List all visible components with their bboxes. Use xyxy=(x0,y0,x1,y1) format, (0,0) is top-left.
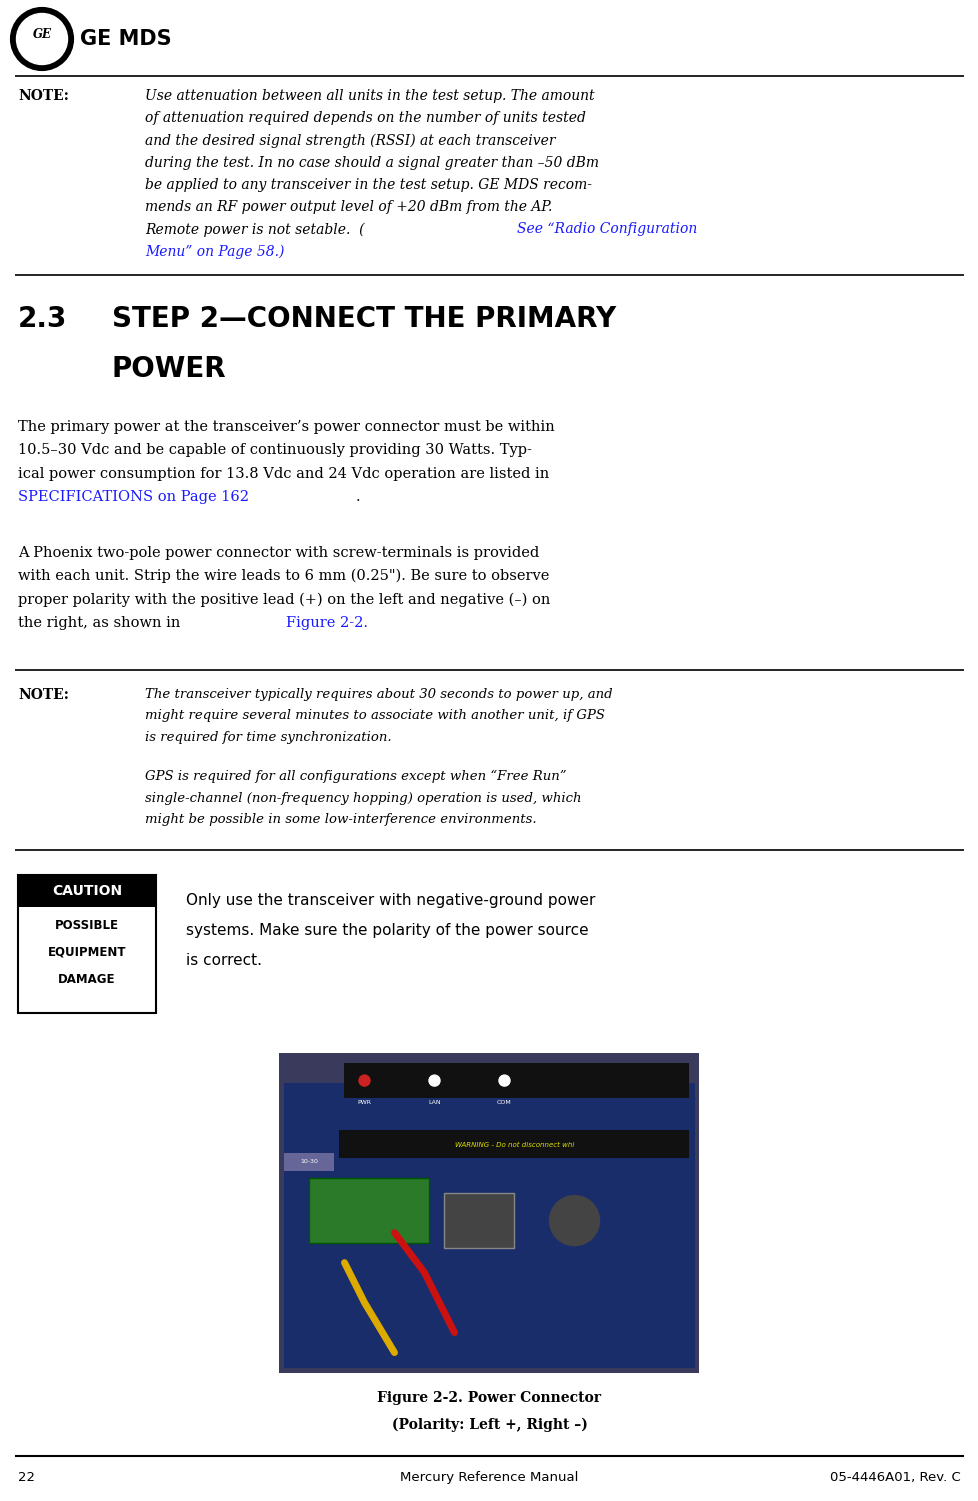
Bar xyxy=(18,875,156,1013)
Text: 10.5–30 Vdc and be capable of continuously providing 30 Watts. Typ-: 10.5–30 Vdc and be capable of continuous… xyxy=(18,443,531,458)
Text: 2.3: 2.3 xyxy=(18,305,67,333)
Bar xyxy=(285,1153,334,1171)
Text: See “Radio Configuration: See “Radio Configuration xyxy=(516,222,696,236)
Circle shape xyxy=(499,1075,510,1087)
Text: NOTE:: NOTE: xyxy=(18,687,68,701)
Text: GE: GE xyxy=(32,27,52,41)
Text: Figure 2-2. Power Connector: Figure 2-2. Power Connector xyxy=(378,1390,600,1405)
Text: The primary power at the transceiver’s power connector must be within: The primary power at the transceiver’s p… xyxy=(18,420,555,434)
Text: mends an RF power output level of +20 dBm from the AP.: mends an RF power output level of +20 dB… xyxy=(145,200,552,215)
Text: the right, as shown in: the right, as shown in xyxy=(18,615,185,630)
Text: POWER: POWER xyxy=(111,354,226,383)
Text: A Phoenix two-pole power connector with screw-terminals is provided: A Phoenix two-pole power connector with … xyxy=(18,545,539,560)
Text: (Polarity: Left +, Right –): (Polarity: Left +, Right –) xyxy=(391,1417,587,1432)
Text: proper polarity with the positive lead (+) on the left and negative (–) on: proper polarity with the positive lead (… xyxy=(18,593,550,606)
Text: Use attenuation between all units in the test setup. The amount: Use attenuation between all units in the… xyxy=(145,89,594,104)
Text: CAUTION: CAUTION xyxy=(52,884,122,898)
Text: be applied to any transceiver in the test setup. GE MDS recom-: be applied to any transceiver in the tes… xyxy=(145,177,592,192)
Text: NOTE:: NOTE: xyxy=(18,89,68,104)
Text: single-channel (non-frequency hopping) operation is used, which: single-channel (non-frequency hopping) o… xyxy=(145,791,581,805)
Bar xyxy=(344,1063,689,1097)
Text: is correct.: is correct. xyxy=(186,953,262,968)
Text: is required for time synchronization.: is required for time synchronization. xyxy=(145,731,391,743)
Text: and the desired signal strength (RSSI) at each transceiver: and the desired signal strength (RSSI) a… xyxy=(145,134,555,147)
Text: Remote power is not setable.  (: Remote power is not setable. ( xyxy=(145,222,364,237)
Bar xyxy=(309,1178,429,1243)
Text: 10-30: 10-30 xyxy=(300,1159,318,1165)
Text: DAMAGE: DAMAGE xyxy=(58,973,115,986)
Text: systems. Make sure the polarity of the power source: systems. Make sure the polarity of the p… xyxy=(186,923,588,938)
Text: POSSIBLE: POSSIBLE xyxy=(55,919,119,932)
Text: might require several minutes to associate with another unit, if GPS: might require several minutes to associa… xyxy=(145,708,604,722)
Bar xyxy=(444,1193,514,1247)
Bar xyxy=(18,875,156,907)
Text: Figure 2-2.: Figure 2-2. xyxy=(286,615,368,630)
Circle shape xyxy=(12,9,72,69)
Text: STEP 2—CONNECT THE PRIMARY: STEP 2—CONNECT THE PRIMARY xyxy=(111,305,615,333)
Text: .: . xyxy=(356,491,360,504)
Bar xyxy=(285,1082,693,1367)
Text: might be possible in some low-interference environments.: might be possible in some low-interferen… xyxy=(145,814,536,826)
Text: Mercury Reference Manual: Mercury Reference Manual xyxy=(400,1471,578,1484)
Text: Menu” on Page 58.): Menu” on Page 58.) xyxy=(145,245,284,258)
Text: The transceiver typically requires about 30 seconds to power up, and: The transceiver typically requires about… xyxy=(145,687,612,701)
Text: of attenuation required depends on the number of units tested: of attenuation required depends on the n… xyxy=(145,111,585,125)
Text: 05-4446A01, Rev. C: 05-4446A01, Rev. C xyxy=(829,1471,960,1484)
Text: SPECIFICATIONS on Page 162: SPECIFICATIONS on Page 162 xyxy=(18,491,248,504)
Text: PWR: PWR xyxy=(357,1100,371,1105)
Text: LAN: LAN xyxy=(427,1100,440,1105)
Text: WARNING - Do not disconnect whi: WARNING - Do not disconnect whi xyxy=(455,1142,574,1148)
Circle shape xyxy=(549,1196,599,1246)
Text: GPS is required for all configurations except when “Free Run”: GPS is required for all configurations e… xyxy=(145,770,566,784)
Text: 22: 22 xyxy=(18,1471,35,1484)
Circle shape xyxy=(359,1075,370,1087)
Text: with each unit. Strip the wire leads to 6 mm (0.25"). Be sure to observe: with each unit. Strip the wire leads to … xyxy=(18,569,549,584)
Text: GE MDS: GE MDS xyxy=(80,29,171,50)
Text: Only use the transceiver with negative-ground power: Only use the transceiver with negative-g… xyxy=(186,893,595,908)
Bar xyxy=(279,1052,699,1372)
Text: EQUIPMENT: EQUIPMENT xyxy=(48,946,126,959)
Text: ical power consumption for 13.8 Vdc and 24 Vdc operation are listed in: ical power consumption for 13.8 Vdc and … xyxy=(18,467,549,480)
Text: during the test. In no case should a signal greater than –50 dBm: during the test. In no case should a sig… xyxy=(145,156,599,170)
Circle shape xyxy=(17,14,67,65)
Circle shape xyxy=(428,1075,439,1087)
Text: COM: COM xyxy=(497,1100,511,1105)
Bar xyxy=(339,1130,689,1157)
